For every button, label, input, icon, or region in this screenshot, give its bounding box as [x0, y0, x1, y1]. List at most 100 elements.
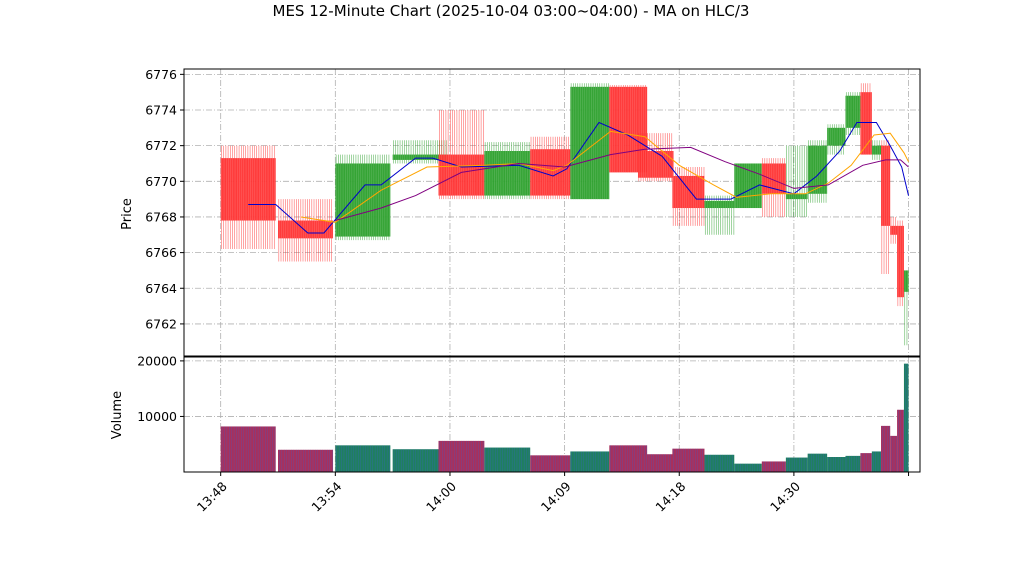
candle-body [704, 200, 735, 209]
candle [637, 133, 674, 182]
price-tick-label: 6774 [145, 103, 177, 118]
volume-bar [220, 426, 276, 472]
price-tick-label: 6764 [145, 281, 177, 296]
candle-body [827, 127, 846, 146]
volume-plot-area [220, 363, 909, 472]
volume-bar [530, 455, 571, 472]
volume-bar-fill [860, 453, 872, 472]
price-tick-label: 6776 [145, 67, 177, 82]
volume-bar-fill [220, 426, 276, 472]
x-tick-label: 14:00 [423, 479, 459, 515]
volume-bar-fill [890, 435, 898, 472]
price-tick-label: 6762 [145, 316, 177, 331]
candle [704, 195, 735, 235]
candle-body [890, 225, 898, 235]
volume-bar [785, 457, 808, 472]
volume-bar-fill [734, 463, 762, 472]
candle [903, 270, 909, 346]
volume-bar-fill [704, 454, 735, 472]
x-tick-label: 14:18 [652, 479, 688, 515]
candle [438, 110, 485, 200]
volume-bar-fill [897, 409, 904, 472]
ma-line [335, 146, 909, 221]
candle-body [881, 145, 891, 226]
volume-bar [807, 453, 828, 472]
volume-bar [860, 453, 872, 472]
volume-panel-frame [183, 356, 921, 473]
volume-y-axis: 10000 20000 [137, 353, 184, 424]
price-tick-label: 6772 [145, 138, 177, 153]
volume-bar-fill [392, 449, 448, 472]
volume-bar [897, 409, 904, 472]
volume-bar [845, 455, 861, 472]
volume-bar-fill [881, 425, 891, 472]
volume-bar-fill [570, 451, 610, 472]
candle [761, 158, 786, 217]
candle-body [860, 92, 872, 155]
x-tick-label: 13:54 [308, 479, 344, 515]
volume-bar [903, 363, 909, 472]
price-tick-label: 6766 [145, 245, 177, 260]
volume-bar-fill [827, 457, 846, 472]
x-tick-label: 13:48 [194, 479, 230, 515]
candle-body [785, 193, 808, 200]
volume-bar [484, 447, 531, 472]
candle [530, 136, 571, 200]
volume-tick-label: 20000 [137, 353, 177, 368]
candle [672, 167, 705, 226]
candle-body [897, 225, 904, 298]
candle [845, 92, 861, 135]
ma-line [300, 130, 909, 223]
x-axis: 13:48 13:54 14:00 14:09 14:18 14:30 [194, 472, 910, 515]
volume-bar [890, 435, 898, 472]
candle [807, 140, 828, 203]
volume-bar [827, 457, 846, 472]
candle [827, 124, 846, 155]
candle-body [438, 154, 485, 196]
candle-body [335, 163, 391, 237]
candle [871, 140, 882, 160]
volume-bar [438, 440, 485, 472]
candle [785, 145, 808, 217]
price-axis-label: Price [120, 198, 135, 230]
candle [335, 154, 391, 241]
volume-axis-label: Volume [110, 391, 125, 439]
ma-line [248, 121, 909, 234]
candle [278, 199, 334, 262]
price-plot-area [220, 83, 909, 346]
price-y-axis: 6762 6764 6766 6768 6770 6772 6774 6776 [145, 67, 184, 331]
candle-body [845, 95, 861, 128]
volume-bar-fill [278, 449, 334, 472]
candle [570, 83, 610, 200]
candle-body [392, 154, 448, 160]
volume-bar-fill [637, 454, 674, 472]
candle-body [807, 145, 828, 194]
price-tick-label: 6768 [145, 209, 177, 224]
volume-bar [278, 449, 334, 472]
candle [484, 142, 531, 200]
volume-bar [734, 463, 762, 472]
price-panel-frame [183, 68, 921, 357]
volume-bar [881, 425, 891, 472]
candle [860, 83, 872, 155]
volume-bar [570, 451, 610, 472]
candle-body [570, 86, 610, 200]
candle-body [278, 220, 334, 239]
moving-average-lines [248, 121, 909, 234]
candle [897, 220, 904, 307]
volume-bar-fill [871, 451, 882, 472]
volume-bar-fill [903, 363, 909, 472]
volume-bar [637, 454, 674, 472]
volume-bar [335, 445, 391, 472]
chart-title: MES 12-Minute Chart (2025-10-04 03:00~04… [273, 2, 750, 20]
volume-bar [704, 454, 735, 472]
x-tick-label: 14:09 [538, 479, 574, 515]
price-tick-label: 6770 [145, 174, 177, 189]
volume-bar-fill [845, 455, 861, 472]
volume-bar [871, 451, 882, 472]
x-tick-label: 14:30 [767, 479, 803, 515]
volume-tick-label: 10000 [137, 409, 177, 424]
volume-bar-fill [335, 445, 391, 472]
